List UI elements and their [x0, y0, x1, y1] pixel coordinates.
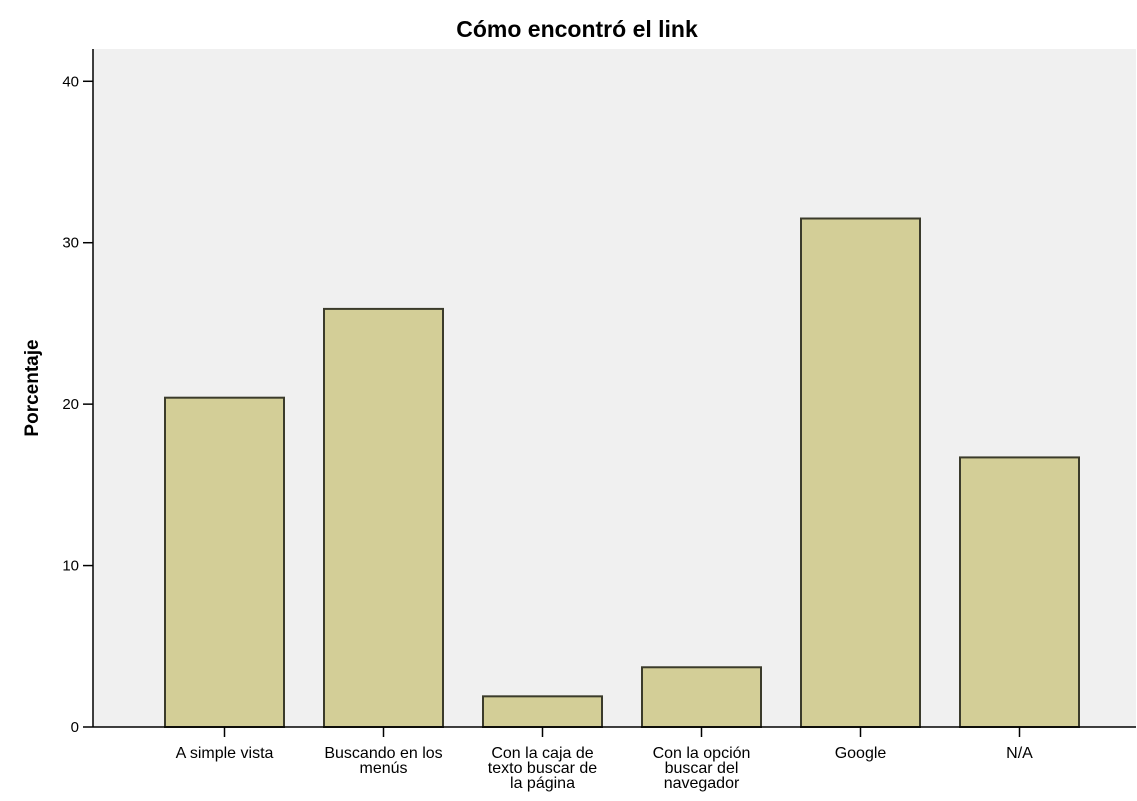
bar-1	[164, 396, 285, 728]
y-tick-label: 40	[62, 73, 79, 90]
ticks-layer: 0 10 20 30 40	[62, 73, 93, 736]
y-tick-label: 20	[62, 396, 79, 413]
x-tick-label: N/A	[1006, 745, 1033, 762]
x-labels-layer: A simple vista Buscando en los menús Con la…	[176, 727, 1033, 792]
axes-layer	[92, 49, 1136, 728]
x-tick-label: Google	[835, 745, 887, 762]
y-tick-label: 10	[62, 558, 79, 575]
x-tick-label: A simple vista	[176, 745, 274, 762]
y-tick-label: 30	[62, 235, 79, 252]
bar-6	[959, 456, 1080, 728]
bar-5	[800, 217, 921, 728]
bar-2	[323, 307, 444, 728]
y-tick-label: 0	[71, 719, 79, 736]
bar-3	[482, 695, 603, 728]
x-tick-label: Con la opción buscar del navegador	[653, 745, 751, 792]
y-axis-label: Porcentaje	[22, 339, 43, 436]
bars-layer	[164, 217, 1080, 728]
bar-4	[641, 666, 762, 728]
x-tick-label: Con la caja de texto buscar de la página	[488, 745, 598, 792]
chart-title: Cómo encontró el link	[456, 16, 698, 42]
x-tick-label: Buscando en los menús	[324, 745, 442, 777]
